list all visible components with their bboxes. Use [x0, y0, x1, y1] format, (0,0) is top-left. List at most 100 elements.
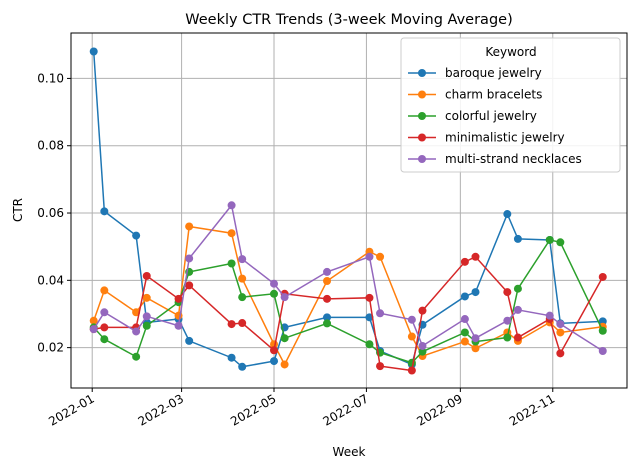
legend-item: multi-strand necklaces [408, 152, 582, 166]
data-point-minimalistic-jewelry [142, 271, 151, 280]
data-point-multi-strand-necklaces [471, 334, 480, 343]
data-point-charm-bracelets [460, 337, 469, 346]
data-point-charm-bracelets [407, 332, 416, 341]
data-point-charm-bracelets [185, 222, 194, 231]
data-point-minimalistic-jewelry [407, 366, 416, 375]
data-point-multi-strand-necklaces [185, 254, 194, 263]
legend: Keyword baroque jewelry charm bracelets co… [400, 37, 621, 173]
legend-swatch-marker [418, 155, 426, 163]
data-point-multi-strand-necklaces [174, 321, 183, 330]
data-point-charm-bracelets [100, 286, 109, 295]
data-point-baroque-jewelry [460, 292, 469, 301]
data-point-charm-bracelets [323, 277, 332, 285]
legend-label: charm bracelets [445, 88, 542, 102]
data-point-baroque-jewelry [100, 207, 109, 216]
data-point-colorful-jewelry [142, 321, 151, 330]
series-layer [89, 47, 607, 375]
series-line-multi-strand-necklaces [93, 203, 604, 352]
data-point-charm-bracelets [227, 229, 236, 238]
y-tick-label: 0.08 [37, 139, 64, 153]
data-point-minimalistic-jewelry [418, 306, 427, 315]
legend-swatch-marker [418, 112, 426, 120]
data-point-multi-strand-necklaces [503, 316, 512, 325]
y-tick-label: 0.06 [37, 206, 64, 220]
data-point-multi-strand-necklaces [460, 315, 469, 324]
data-point-minimalistic-jewelry [174, 294, 183, 303]
data-point-baroque-jewelry [270, 357, 279, 366]
legend-label: minimalistic jewelry [445, 131, 565, 145]
data-point-minimalistic-jewelry [238, 319, 247, 328]
data-point-multi-strand-necklaces [418, 341, 427, 350]
legend-label: multi-strand necklaces [445, 152, 582, 166]
data-point-colorful-jewelry [460, 328, 469, 337]
legend-item: charm bracelets [408, 88, 542, 102]
y-tick-label: 0.04 [37, 273, 64, 287]
legend-swatch-marker [418, 133, 426, 142]
data-point-multi-strand-necklaces [376, 309, 385, 318]
data-point-colorful-jewelry [598, 326, 607, 335]
data-point-colorful-jewelry [503, 333, 512, 342]
y-axis-ticks: 0.02 0.04 0.06 0.08 0.10 [37, 71, 71, 355]
legend-item: baroque jewelry [408, 66, 542, 80]
data-point-colorful-jewelry [270, 289, 279, 298]
data-point-baroque-jewelry [323, 313, 332, 322]
data-point-minimalistic-jewelry [227, 320, 236, 329]
data-point-multi-strand-necklaces [238, 255, 247, 264]
data-point-baroque-jewelry [185, 336, 194, 345]
data-point-colorful-jewelry [556, 238, 565, 247]
series-multi-strand-necklaces [89, 201, 607, 355]
legend-swatch-marker [418, 90, 426, 99]
data-point-colorful-jewelry [407, 358, 416, 367]
data-point-minimalistic-jewelry [503, 288, 512, 297]
data-point-baroque-jewelry [471, 288, 480, 297]
data-point-multi-strand-necklaces [323, 267, 332, 276]
data-point-baroque-jewelry [503, 210, 512, 219]
x-axis-label: Week [333, 445, 366, 459]
data-point-colorful-jewelry [513, 284, 522, 293]
data-point-multi-strand-necklaces [513, 305, 522, 314]
data-point-multi-strand-necklaces [365, 252, 374, 261]
data-point-baroque-jewelry [513, 234, 522, 243]
data-point-multi-strand-necklaces [132, 327, 141, 336]
data-point-charm-bracelets [556, 328, 565, 337]
data-point-multi-strand-necklaces [556, 320, 565, 329]
data-point-minimalistic-jewelry [513, 333, 522, 342]
data-point-multi-strand-necklaces [407, 315, 416, 324]
legend-item: minimalistic jewelry [408, 131, 565, 145]
data-point-minimalistic-jewelry [365, 293, 374, 302]
data-point-minimalistic-jewelry [376, 362, 385, 371]
data-point-multi-strand-necklaces [142, 312, 151, 321]
data-point-minimalistic-jewelry [100, 323, 109, 332]
data-point-colorful-jewelry [100, 335, 109, 344]
data-point-baroque-jewelry [89, 47, 98, 56]
data-point-multi-strand-necklaces [545, 311, 554, 320]
plot-frame [70, 32, 628, 389]
data-point-multi-strand-necklaces [100, 308, 109, 317]
data-point-minimalistic-jewelry [556, 349, 565, 358]
data-point-charm-bracelets [174, 311, 183, 320]
data-point-baroque-jewelry [227, 353, 236, 362]
data-point-colorful-jewelry [545, 235, 554, 244]
data-point-charm-bracelets [280, 360, 289, 369]
data-point-baroque-jewelry [238, 362, 247, 371]
chart-title: Weekly CTR Trends (3-week Moving Average… [185, 12, 512, 28]
data-point-charm-bracelets [89, 316, 98, 325]
data-point-minimalistic-jewelry [270, 346, 279, 355]
data-point-colorful-jewelry [365, 340, 374, 349]
data-point-charm-bracelets [238, 274, 247, 283]
data-point-multi-strand-necklaces [598, 346, 607, 355]
data-point-colorful-jewelry [323, 319, 332, 328]
data-point-multi-strand-necklaces [280, 293, 289, 302]
data-point-colorful-jewelry [280, 334, 289, 343]
y-tick-label: 0.02 [37, 341, 64, 355]
data-point-charm-bracelets [376, 252, 385, 261]
legend-label: colorful jewelry [445, 109, 537, 123]
data-point-charm-bracelets [471, 344, 480, 353]
data-point-multi-strand-necklaces [89, 325, 98, 334]
data-point-colorful-jewelry [238, 293, 247, 302]
y-axis-label: CTR [11, 198, 25, 222]
legend-title: Keyword [485, 45, 536, 59]
data-point-multi-strand-necklaces [227, 201, 236, 210]
y-tick-label: 0.10 [37, 71, 64, 85]
